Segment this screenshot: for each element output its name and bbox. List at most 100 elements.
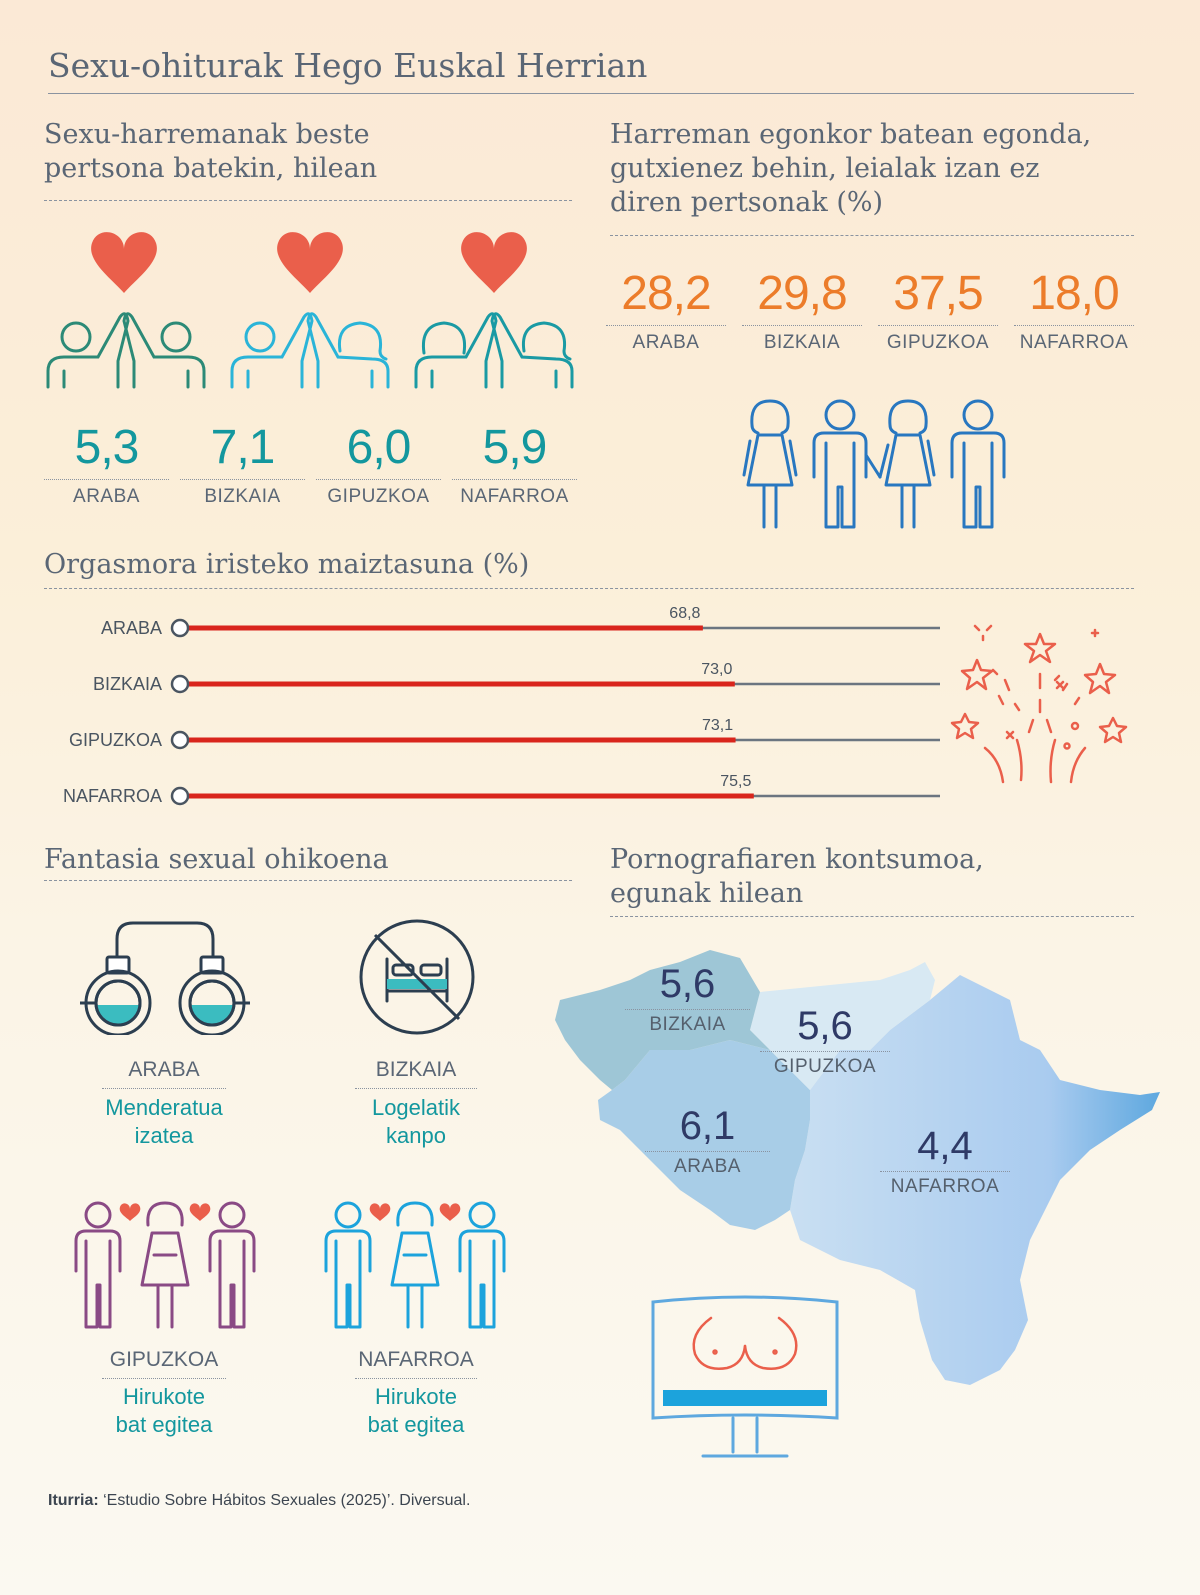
map-label-item: 4,4 NAFARROA [880,1124,1010,1198]
relations-title-line-1: Sexu-harremanak beste [44,119,370,150]
fantasy-region: BIZKAIA [375,1058,457,1081]
infidelity-region: NAFARROA [1019,332,1129,353]
orgasm-value-label: 73,0 [701,661,732,678]
orgasm-rule [44,588,1134,589]
fantasy-divider [355,1088,477,1089]
fantasy-text-line-1: Menderatua [105,1095,223,1120]
map-label-item: 6,1 ARABA [645,1104,770,1178]
fantasy-text: Hirukote bat egitea [64,1383,264,1439]
heart-icon [439,1203,461,1221]
map-label-item: 5,6 BIZKAIA [625,962,750,1036]
map-region-label: BIZKAIA [649,1014,726,1035]
threesome-icon [74,1201,256,1329]
porn-title: Pornografiaren kontsumoa, egunak hilean [610,843,984,911]
fantasy-divider [355,1378,477,1379]
infidelity-rule [610,235,1134,236]
map-value: 5,6 [659,962,716,1006]
infidelity-people-illustration [742,399,1006,529]
infidelity-title: Harreman egonkor batean egonda, gutxiene… [610,118,1091,220]
fantasy-region: ARABA [128,1058,200,1081]
source-label: Iturria: [48,1492,99,1509]
fantasy-title: Fantasia sexual ohikoena [44,844,389,875]
map-region-gipuzkoa [750,962,935,1090]
relations-item: 5,3 ARABA [44,420,169,508]
map-region-araba [598,1040,810,1230]
map-region-nafarroa [790,975,1160,1385]
map-value: 5,6 [797,1004,853,1048]
orgasm-category-label: GIPUZKOA [69,730,162,750]
star-icon [1023,632,1057,664]
no-bed-icon [359,919,475,1035]
orgasm-value-label: 75,5 [720,773,751,790]
fantasy-region: GIPUZKOA [109,1348,219,1371]
star-icon [1098,716,1128,744]
relations-value: 5,9 [482,421,548,474]
map-region-label: NAFARROA [890,1176,1000,1197]
relations-region: NAFARROA [460,486,569,507]
monitor-icon [651,1295,839,1458]
relations-values: 5,3 ARABA 7,1 BIZKAIA 6,0 GIPUZKOA 5,9 N… [44,420,584,520]
relations-rule [44,200,572,201]
fantasy-text-line-1: Hirukote [375,1384,457,1409]
heart-icon [277,232,343,293]
relations-value: 6,0 [346,421,412,474]
mixed-couple-icon [230,312,390,389]
orgasm-chart: ARABA 68,8 BIZKAIA 73,0 GIPUZKOA 73,1 NAFARROA… [63,605,940,806]
orgasm-value-label: 68,8 [669,605,700,622]
orgasm-start-marker [170,674,190,694]
male-couple-icon [46,312,206,389]
fantasy-text-line-2: kanpo [386,1123,446,1148]
heart-icon [91,232,157,293]
relations-title: Sexu-harremanak beste pertsona batekin, … [44,118,377,186]
fireworks-illustration [950,624,1128,784]
porn-title-line-1: Pornografiaren kontsumoa, [610,844,984,875]
woman-icon [878,399,936,529]
infidelity-values: 28,2 ARABA 29,8 BIZKAIA 37,5 GIPUZKOA 18… [606,266,1136,366]
infidelity-region: GIPUZKOA [886,332,990,353]
infidelity-value: 37,5 [893,267,983,320]
map-value: 6,1 [679,1104,736,1148]
relations-value: 5,3 [74,421,140,474]
heart-icon [189,1203,211,1221]
infidelity-value: 28,2 [621,267,711,320]
map-region-label: GIPUZKOA [773,1056,877,1077]
relations-item: 5,9 NAFARROA [452,420,577,508]
fantasy-text-line-2: bat egitea [367,1412,465,1437]
map-value: 4,4 [917,1124,973,1168]
infidelity-item: 18,0 NAFARROA [1014,266,1134,354]
fantasy-text: Hirukote bat egitea [316,1383,516,1439]
page-title: Sexu-ohiturak Hego Euskal Herrian [48,46,648,85]
map-label-item: 5,6 GIPUZKOA [760,1004,890,1078]
orgasm-category-label: ARABA [101,618,162,638]
infidelity-title-line-2: gutxienez behin, leialak izan ez [610,153,1040,184]
fantasy-rule [44,880,572,881]
fantasy-text-line-1: Hirukote [123,1384,205,1409]
fantasy-text-line-1: Logelatik [371,1095,461,1120]
infidelity-title-line-3: diren pertsonak (%) [610,187,884,218]
infidelity-value: 18,0 [1029,267,1119,320]
fantasy-text-line-2: bat egitea [115,1412,213,1437]
porn-rule [610,916,1134,917]
relations-item: 6,0 GIPUZKOA [316,420,441,508]
orgasm-title: Orgasmora iristeko maiztasuna (%) [44,549,530,580]
relations-title-line-2: pertsona batekin, hilean [44,153,378,184]
fantasy-divider [102,1378,226,1379]
heart-icon [369,1203,391,1221]
infidelity-region: BIZKAIA [763,332,841,353]
relations-region: ARABA [73,486,140,507]
orgasm-category-label: NAFARROA [63,786,162,806]
infidelity-item: 37,5 GIPUZKOA [878,266,998,354]
man-icon [812,399,882,529]
fantasy-text: Logelatik kanpo [316,1094,516,1150]
infidelity-item: 28,2 ARABA [606,266,726,354]
source-note: Iturria: ‘Estudio Sobre Hábitos Sexuales… [48,1492,470,1510]
fantasy-divider [102,1088,226,1089]
relations-item: 7,1 BIZKAIA [180,420,305,508]
infidelity-value: 29,8 [757,267,847,320]
star-icon [1083,662,1117,695]
man-icon [950,399,1006,529]
porn-title-line-2: egunak hilean [610,878,804,909]
female-couple-icon [414,312,574,389]
star-icon [960,658,994,691]
map-region-bizkaia [555,950,770,1090]
